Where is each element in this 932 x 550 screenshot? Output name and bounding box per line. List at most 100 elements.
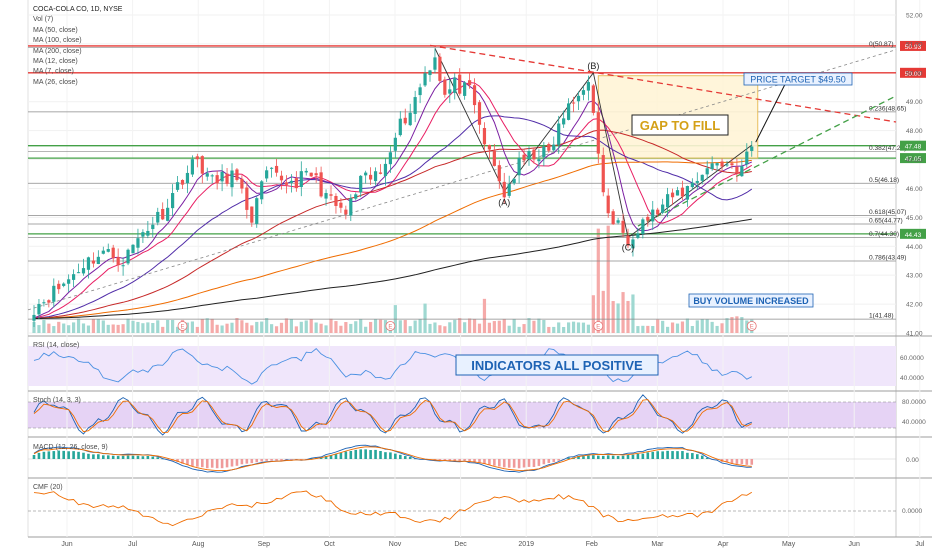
volume-bar [190,321,194,333]
candle-body [190,159,194,175]
volume-bar [438,325,442,333]
macd-histogram-bar [745,459,749,465]
legend-ma-26: MA (26, close) [33,78,78,86]
symbol-title: COCA-COLA CO, 1D, NYSE [33,6,123,13]
volume-bar [369,321,373,333]
volume-bar [131,320,135,333]
volume-bar [215,324,219,333]
volume-bar [468,318,472,333]
volume-bar [279,322,284,333]
macd-histogram-bar [334,454,338,459]
candle-body [685,186,689,200]
volume-bar [557,322,561,333]
macd-histogram-bar [389,452,392,459]
candle-body [220,171,224,182]
candle-body [675,190,680,196]
stoch-band [28,402,896,428]
candle-body [606,195,610,214]
wave-b-label: (B) [587,61,599,71]
price-level-tag [900,228,926,239]
macd-histogram-bar [265,459,268,461]
candle-body [200,156,204,174]
price-level-tag [900,140,926,151]
macd-histogram-bar [225,459,229,468]
candle-body [458,74,462,94]
macd-tick-label: 0.00 [906,457,919,464]
volume-bar [492,321,496,333]
volume-bar [304,320,308,333]
volume-bar [141,323,145,333]
candle-body [651,209,655,222]
volume-bar [240,320,244,333]
cmf-line [33,490,753,527]
macd-histogram-bar [611,455,615,459]
volume-bar [57,321,61,333]
candle-body [91,260,95,264]
candle-body [42,302,46,304]
macd-histogram-bar [77,451,80,459]
volume-bar [230,322,234,333]
macd-histogram-bar [527,459,531,467]
candle-body [250,206,254,223]
candle-body [180,180,185,185]
volume-bar [91,319,95,333]
volume-bar [463,322,467,333]
fib-level-label: 1(41.48) [869,313,894,320]
long-term-dashed-trendline [27,49,897,311]
wave-line [592,72,629,238]
candle-body [557,123,561,145]
earnings-marker-label: E [596,325,600,331]
candlesticks [32,48,754,327]
macd-histogram-bar [646,452,650,459]
volume-bar [349,323,353,333]
macd-histogram-bar [47,451,51,459]
rsi-pane-label: RSI (14, close) [33,342,80,349]
macd-histogram-bar [468,459,471,462]
time-tick-label: Jun [61,541,72,548]
volume-bar [433,322,437,333]
volume-bar [631,294,635,333]
volume-bar [705,319,709,333]
volume-bar [126,318,130,333]
fib-level-label: 0.65(44.77) [869,218,903,225]
candle-body [324,193,328,199]
candle-body [284,182,289,185]
volume-bar [111,324,115,333]
candle-body [586,82,590,91]
candle-body [47,300,51,303]
candle-body [398,118,402,136]
candle-body [67,279,71,284]
stoch-d-line [33,399,753,433]
volume-bar [76,318,81,333]
earnings-marker-label: E [750,325,754,331]
volume-bar [517,326,521,333]
volume-bar [690,325,694,333]
macd-histogram-bar [522,459,526,468]
macd-histogram-bar [502,459,506,468]
macd-histogram-bar [686,452,689,459]
candle-body [532,149,536,160]
volume-bar [344,322,348,333]
volume-bar [611,301,615,333]
macd-histogram-bar [220,459,224,469]
macd-histogram-bar [136,455,140,459]
volume-bar [156,320,160,333]
candle-body [591,85,595,113]
candle-body [52,285,56,302]
volume-bar [324,325,328,333]
macd-histogram-bar [483,459,486,464]
fib-level-label: 0.5(46.18) [869,177,899,184]
candle-body [616,220,620,223]
time-tick-label: 2019 [518,541,534,548]
candle-body [666,194,670,208]
macd-histogram-bar [166,459,169,460]
macd-histogram-bar [498,459,501,467]
volume-bar [571,321,576,333]
macd-histogram-bar [542,459,546,465]
candle-body [185,172,190,184]
candle-body [383,163,388,177]
volume-bar [116,324,120,333]
candle-body [413,97,417,114]
volume-bar [606,225,610,333]
